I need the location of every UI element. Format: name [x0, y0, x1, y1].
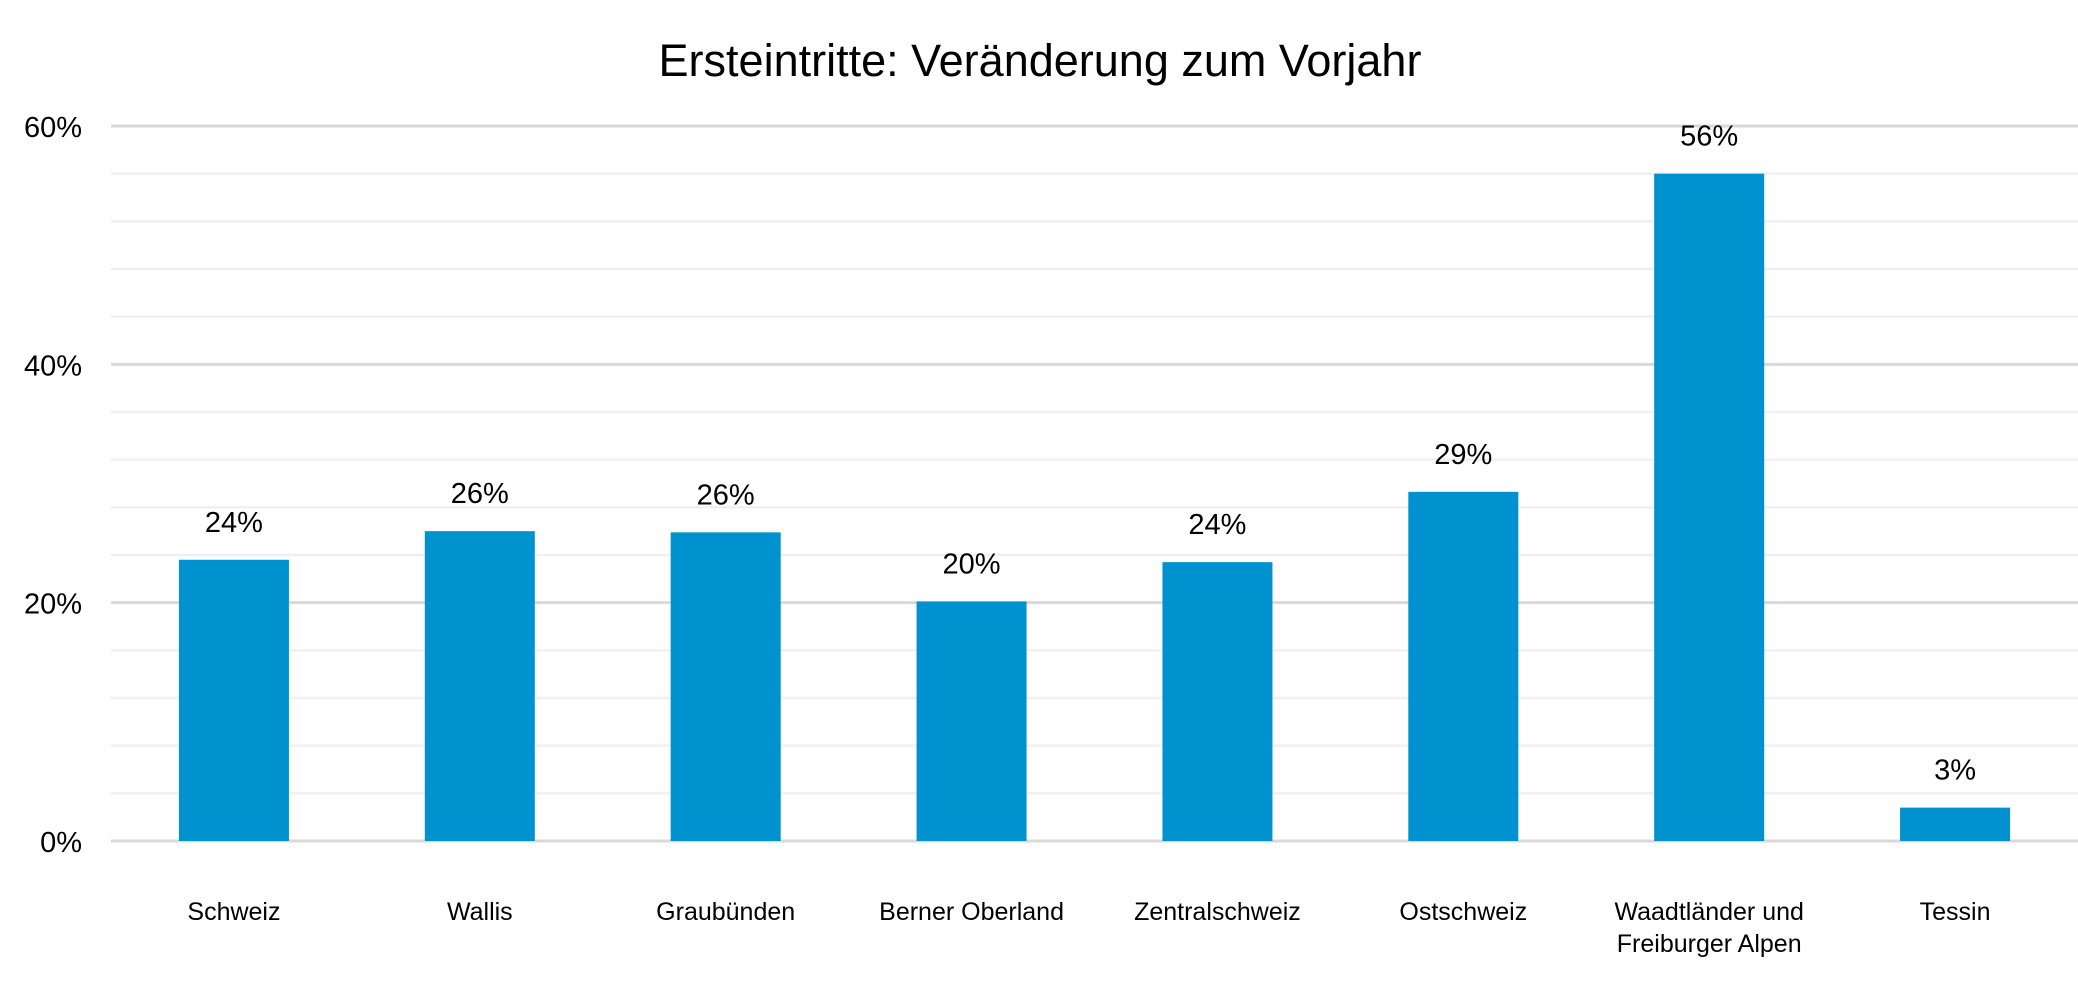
x-tick-label: Tessin [1920, 898, 1991, 926]
bar [670, 532, 781, 841]
data-label: 24% [1188, 509, 1246, 541]
bar [916, 601, 1027, 841]
x-tick-label: Ostschweiz [1399, 898, 1527, 926]
x-tick-label: Graubünden [656, 898, 795, 926]
y-tick-label: 60% [24, 112, 82, 144]
bar [178, 559, 289, 841]
y-tick-label: 40% [24, 350, 82, 382]
data-label: 56% [1680, 121, 1738, 153]
data-label: 3% [1934, 755, 1976, 787]
bar [424, 531, 535, 841]
data-label: 26% [697, 479, 755, 511]
x-tick-label: Freiburger Alpen [1617, 930, 1802, 958]
x-tick-label: Zentralschweiz [1134, 898, 1301, 926]
y-tick-label: 20% [24, 589, 82, 621]
data-label: 29% [1434, 439, 1492, 471]
data-label: 26% [451, 478, 509, 510]
x-tick-label: Berner Oberland [879, 898, 1064, 926]
bar [1408, 491, 1519, 841]
x-tick-label: Wallis [447, 898, 513, 926]
x-tick-label: Waadtländer und [1614, 898, 1803, 926]
y-axis: 0% 20% 40% 60% [24, 112, 82, 859]
bar [1900, 807, 2011, 841]
chart-title: Ersteintritte: Veränderung zum Vorjahr [659, 35, 1422, 86]
bars: 24% 26% 26% 20% 24% 29% 56% 3% [178, 121, 2011, 841]
bar [1162, 562, 1273, 841]
grid [111, 124, 2078, 843]
bar [1654, 173, 1765, 841]
y-tick-label: 0% [40, 827, 82, 859]
x-tick-label: Schweiz [187, 898, 280, 926]
x-axis: Schweiz Wallis Graubünden Berner Oberland Ze… [187, 898, 1990, 958]
data-label: 20% [943, 548, 1001, 580]
data-label: 24% [205, 507, 263, 539]
